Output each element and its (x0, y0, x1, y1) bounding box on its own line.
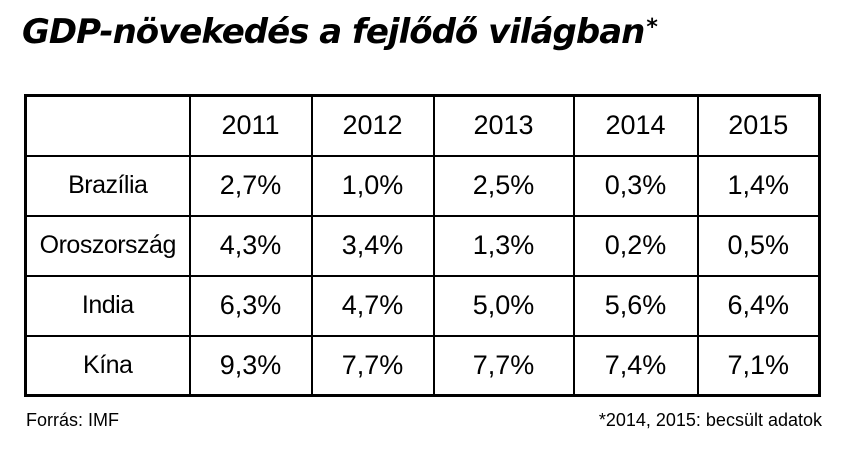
estimate-footnote: *2014, 2015: becsült adatok (598, 410, 822, 430)
corner-cell (24, 94, 191, 157)
header-row: 2011 2012 2013 2014 2015 (24, 94, 821, 157)
title-footnote-marker: * (646, 15, 657, 40)
cell-russia-2011: 4,3% (188, 214, 313, 277)
source-note: Forrás: IMF (26, 410, 119, 430)
table-row-russia: Oroszország 4,3% 3,4% 1,3% 0,2% 0,5% (24, 214, 821, 277)
cell-russia-2014: 0,2% (572, 214, 699, 277)
cell-brazil-2011: 2,7% (188, 154, 313, 217)
table-row-china: Kína 9,3% 7,7% 7,7% 7,4% 7,1% (24, 334, 821, 397)
column-header-2011: 2011 (188, 94, 313, 157)
column-header-2014: 2014 (572, 94, 699, 157)
column-header-2015: 2015 (696, 94, 821, 157)
row-label-russia: Oroszország (24, 214, 191, 277)
table-row-india: India 6,3% 4,7% 5,0% 5,6% 6,4% (24, 274, 821, 337)
cell-russia-2015: 0,5% (696, 214, 821, 277)
cell-brazil-2013: 2,5% (432, 154, 575, 217)
cell-china-2014: 7,4% (572, 334, 699, 397)
cell-india-2014: 5,6% (572, 274, 699, 337)
cell-brazil-2012: 1,0% (310, 154, 435, 217)
cell-china-2015: 7,1% (696, 334, 821, 397)
column-header-2012: 2012 (310, 94, 435, 157)
table-row-brazil: Brazília 2,7% 1,0% 2,5% 0,3% 1,4% (24, 154, 821, 217)
row-label-brazil: Brazília (24, 154, 191, 217)
cell-russia-2012: 3,4% (310, 214, 435, 277)
cell-india-2015: 6,4% (696, 274, 821, 337)
cell-brazil-2015: 1,4% (696, 154, 821, 217)
row-label-india: India (24, 274, 191, 337)
cell-china-2012: 7,7% (310, 334, 435, 397)
cell-india-2013: 5,0% (432, 274, 575, 337)
cell-china-2011: 9,3% (188, 334, 313, 397)
cell-india-2012: 4,7% (310, 274, 435, 337)
chart-title: GDP-növekedés a fejlődő világban* (22, 6, 658, 58)
cell-india-2011: 6,3% (188, 274, 313, 337)
cell-russia-2013: 1,3% (432, 214, 575, 277)
chart-title-text: GDP-növekedés a fejlődő világban (22, 12, 645, 52)
row-label-china: Kína (24, 334, 191, 397)
column-header-2013: 2013 (432, 94, 575, 157)
gdp-table: 2011 2012 2013 2014 2015 Brazília 2,7% 1… (24, 94, 821, 397)
cell-china-2013: 7,7% (432, 334, 575, 397)
cell-brazil-2014: 0,3% (572, 154, 699, 217)
